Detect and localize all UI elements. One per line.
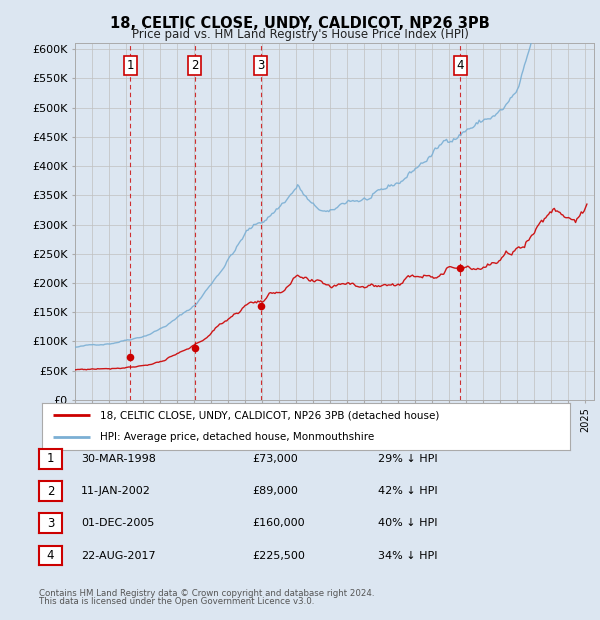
Text: 3: 3 — [47, 517, 54, 529]
Point — [256, 301, 266, 311]
Text: 1: 1 — [127, 59, 134, 72]
Text: £89,000: £89,000 — [252, 486, 298, 496]
Text: 11-JAN-2002: 11-JAN-2002 — [81, 486, 151, 496]
Text: This data is licensed under the Open Government Licence v3.0.: This data is licensed under the Open Gov… — [39, 597, 314, 606]
Text: £225,500: £225,500 — [252, 551, 305, 560]
Text: 2: 2 — [47, 485, 54, 497]
Text: 1: 1 — [47, 453, 54, 465]
Text: 01-DEC-2005: 01-DEC-2005 — [81, 518, 154, 528]
Text: Price paid vs. HM Land Registry's House Price Index (HPI): Price paid vs. HM Land Registry's House … — [131, 28, 469, 41]
Text: 34% ↓ HPI: 34% ↓ HPI — [378, 551, 437, 560]
Text: 22-AUG-2017: 22-AUG-2017 — [81, 551, 155, 560]
Text: 29% ↓ HPI: 29% ↓ HPI — [378, 454, 437, 464]
Text: 2: 2 — [191, 59, 199, 72]
Text: £73,000: £73,000 — [252, 454, 298, 464]
Text: Contains HM Land Registry data © Crown copyright and database right 2024.: Contains HM Land Registry data © Crown c… — [39, 589, 374, 598]
Text: 42% ↓ HPI: 42% ↓ HPI — [378, 486, 437, 496]
Point — [190, 343, 199, 353]
Text: 30-MAR-1998: 30-MAR-1998 — [81, 454, 156, 464]
Text: 18, CELTIC CLOSE, UNDY, CALDICOT, NP26 3PB (detached house): 18, CELTIC CLOSE, UNDY, CALDICOT, NP26 3… — [100, 410, 439, 420]
Point — [455, 263, 465, 273]
Point — [125, 352, 135, 362]
Text: 18, CELTIC CLOSE, UNDY, CALDICOT, NP26 3PB: 18, CELTIC CLOSE, UNDY, CALDICOT, NP26 3… — [110, 16, 490, 30]
Text: 40% ↓ HPI: 40% ↓ HPI — [378, 518, 437, 528]
Text: 4: 4 — [457, 59, 464, 72]
Text: £160,000: £160,000 — [252, 518, 305, 528]
Text: HPI: Average price, detached house, Monmouthshire: HPI: Average price, detached house, Monm… — [100, 432, 374, 443]
Text: 3: 3 — [257, 59, 265, 72]
Text: 4: 4 — [47, 549, 54, 562]
